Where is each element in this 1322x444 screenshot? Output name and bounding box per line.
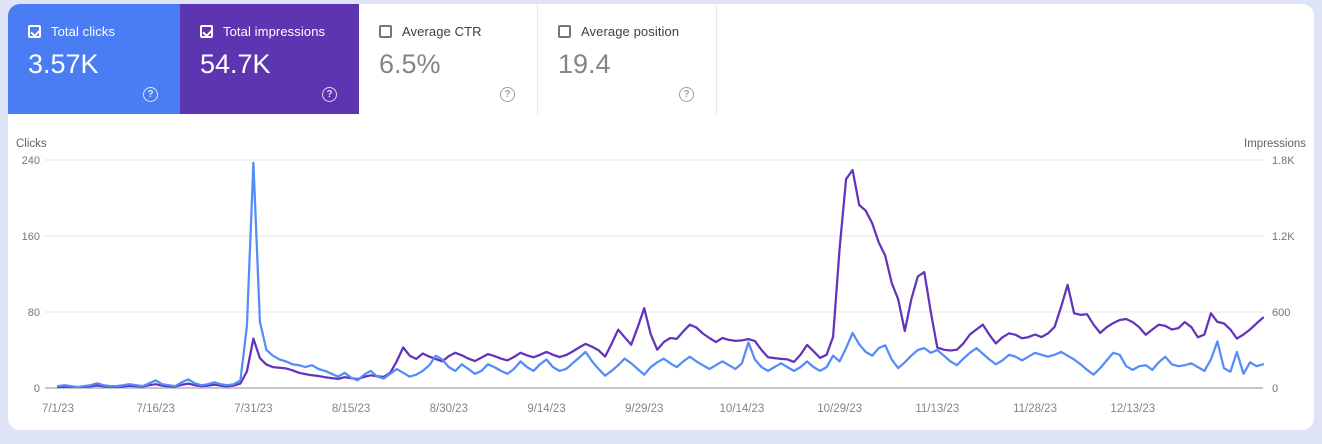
total-impressions-checkbox[interactable] [200, 25, 213, 38]
right-axis-title: Impressions [1244, 138, 1306, 150]
right-axis-tick: 600 [1272, 307, 1290, 319]
metric-card-total-impressions[interactable]: Total impressions 54.7K ? [180, 4, 359, 114]
metric-cards-row: Total clicks 3.57K ? Total impressions 5… [8, 4, 1314, 114]
right-axis-tick: 1.2K [1272, 231, 1295, 243]
x-tick-label: 9/14/23 [527, 403, 565, 415]
total-clicks-checkbox[interactable] [28, 25, 41, 38]
metric-value: 6.5% [379, 49, 441, 79]
metric-label: Total clicks [51, 24, 116, 39]
x-tick-label: 12/13/23 [1110, 403, 1155, 415]
performance-panel: Total clicks 3.57K ? Total impressions 5… [8, 4, 1314, 430]
metric-value: 19.4 [558, 49, 611, 79]
help-icon[interactable]: ? [322, 87, 337, 102]
metric-card-average-ctr[interactable]: Average CTR 6.5% ? [359, 4, 538, 114]
x-tick-label: 10/29/23 [817, 403, 862, 415]
x-tick-label: 7/16/23 [137, 403, 175, 415]
left-axis-title: Clicks [16, 138, 47, 150]
left-axis-tick: 240 [22, 155, 40, 167]
card-head: Total impressions [200, 24, 347, 39]
impressions-line[interactable] [56, 168, 1265, 389]
help-icon[interactable]: ? [679, 87, 694, 102]
metric-card-total-clicks[interactable]: Total clicks 3.57K ? [8, 4, 180, 114]
metric-value: 3.57K [28, 49, 99, 79]
metric-label: Total impressions [223, 24, 326, 39]
right-axis-tick: 0 [1272, 383, 1278, 395]
left-axis-tick: 80 [28, 307, 40, 319]
average-ctr-checkbox[interactable] [379, 25, 392, 38]
metric-label: Average position [581, 24, 680, 39]
right-axis-tick: 1.8K [1272, 155, 1295, 167]
x-tick-label: 7/31/23 [234, 403, 272, 415]
metric-value: 54.7K [200, 49, 271, 79]
clicks-line[interactable] [56, 161, 1265, 389]
card-head: Average position [558, 24, 704, 39]
performance-chart[interactable]: Clicks Impressions 240 160 80 0 1.8K 1.2K 600 0 7/… [8, 130, 1314, 430]
left-axis-tick: 0 [34, 383, 40, 395]
metric-card-average-position[interactable]: Average position 19.4 ? [538, 4, 717, 114]
x-tick-label: 8/15/23 [332, 403, 370, 415]
card-head: Total clicks [28, 24, 168, 39]
average-position-checkbox[interactable] [558, 25, 571, 38]
metric-label: Average CTR [402, 24, 482, 39]
x-tick-label: 7/1/23 [42, 403, 74, 415]
left-axis-tick: 160 [22, 231, 40, 243]
help-icon[interactable]: ? [143, 87, 158, 102]
x-tick-label: 9/29/23 [625, 403, 663, 415]
card-head: Average CTR [379, 24, 525, 39]
x-tick-label: 10/14/23 [720, 403, 765, 415]
x-tick-label: 8/30/23 [430, 403, 468, 415]
x-tick-label: 11/28/23 [1013, 403, 1057, 415]
x-tick-label: 11/13/23 [915, 403, 959, 415]
help-icon[interactable]: ? [500, 87, 515, 102]
performance-chart-svg[interactable]: Clicks Impressions2401608001.8K1.2K60007/… [8, 130, 1314, 430]
